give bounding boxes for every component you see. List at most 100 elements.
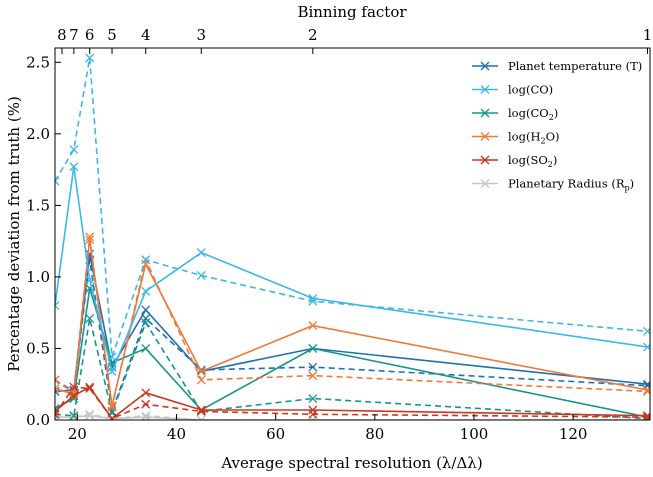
data-point-marker: [643, 411, 650, 420]
top-axis-title: Binning factor: [297, 3, 407, 21]
solid-series-line: [55, 166, 648, 374]
legend-label: log(CO2): [508, 106, 558, 122]
data-point-marker: [141, 286, 151, 296]
data-point-marker: [107, 366, 117, 376]
data-point-marker: [643, 385, 650, 395]
data-point-marker: [643, 326, 650, 336]
data-point-marker: [69, 145, 79, 155]
y-tick-label: 1.5: [26, 196, 50, 214]
data-point-marker: [308, 362, 318, 372]
data-point-marker: [55, 375, 60, 385]
legend-swatch-marker: [480, 61, 490, 71]
dashed-series-line: [55, 413, 648, 420]
top-tick-label: 1: [643, 26, 653, 44]
top-tick-label: 3: [196, 26, 206, 44]
data-point-marker: [308, 371, 318, 381]
y-tick-label: 0.5: [26, 339, 50, 357]
data-point-marker: [308, 344, 318, 353]
y-axis-title: Percentage deviation from truth (%): [5, 96, 23, 372]
top-tick-label: 5: [107, 26, 117, 44]
data-point-marker: [85, 384, 95, 393]
data-point-marker: [85, 409, 95, 419]
top-tick-label: 6: [85, 26, 95, 44]
y-tick-label: 2.0: [26, 125, 50, 143]
data-point-marker: [55, 409, 60, 419]
data-point-marker: [55, 406, 60, 416]
data-point-marker: [141, 255, 151, 265]
series-group: [55, 232, 650, 412]
y-tick-label: 0.0: [26, 411, 50, 429]
data-point-marker: [69, 382, 79, 392]
data-point-marker: [196, 405, 206, 415]
x-tick-label: 120: [559, 425, 588, 443]
series-group: [55, 409, 650, 420]
axis-ticks: 20 40 60 80 100 120 0.0 0.5 1.0 1.5 2.0 2.5 8 7 6 5 4 3 2 1: [26, 26, 652, 443]
data-point-marker: [196, 271, 206, 280]
data-point-marker: [141, 399, 151, 409]
data-point-marker: [141, 313, 151, 323]
data-point-marker: [308, 296, 318, 306]
data-point-marker: [85, 53, 95, 63]
data-point-marker: [107, 414, 117, 420]
x-tick-label: 40: [167, 425, 186, 443]
solid-series-line: [55, 386, 648, 420]
x-tick-label: 80: [365, 425, 384, 443]
dashed-series-line: [55, 386, 648, 420]
data-point-marker: [196, 375, 206, 385]
legend-label: log(CO): [508, 83, 553, 97]
x-tick-label: 20: [68, 425, 87, 443]
series-layer: [55, 53, 650, 420]
series-group: [55, 382, 650, 420]
dashed-series-line: [55, 259, 648, 412]
data-point-marker: [69, 162, 79, 172]
x-axis-title: Average spectral resolution (λ/Δλ): [220, 454, 482, 472]
solid-series-line: [55, 288, 648, 418]
data-point-marker: [196, 248, 206, 258]
data-point-marker: [308, 321, 318, 331]
data-point-marker: [141, 344, 151, 353]
data-point-marker: [107, 402, 117, 412]
data-point-marker: [69, 391, 79, 401]
legend-swatch-marker: [480, 155, 490, 165]
data-point-marker: [643, 342, 650, 352]
legend-label: Planetary Radius (Rp): [508, 177, 634, 193]
data-point-marker: [85, 411, 95, 420]
data-point-marker: [141, 318, 151, 328]
data-point-marker: [196, 406, 206, 416]
legend-label: log(H2O): [508, 130, 560, 146]
data-point-marker: [85, 232, 95, 242]
legend-swatch-marker: [480, 85, 490, 94]
dashed-series-line: [55, 57, 648, 358]
y-tick-label: 1.0: [26, 268, 50, 286]
y-tick-label: 2.5: [26, 53, 50, 71]
data-point-marker: [141, 388, 151, 398]
x-tick-label: 60: [266, 425, 285, 443]
top-tick-label: 2: [308, 26, 318, 44]
top-tick-label: 4: [141, 26, 151, 44]
data-point-marker: [196, 415, 206, 420]
legend-swatch-marker: [480, 132, 490, 141]
data-point-marker: [196, 366, 206, 376]
top-tick-label: 8: [57, 26, 67, 44]
legend: Planet temperature (T) log(CO) log(CO2) log…: [472, 59, 642, 193]
data-point-marker: [308, 394, 318, 403]
series-group: [55, 53, 650, 376]
data-point-marker: [141, 411, 151, 420]
data-point-marker: [85, 313, 95, 323]
data-point-marker: [308, 405, 318, 415]
data-point-marker: [308, 409, 318, 419]
data-point-marker: [55, 301, 60, 310]
x-tick-label: 100: [460, 425, 489, 443]
data-point-marker: [69, 411, 79, 420]
data-point-marker: [55, 176, 60, 186]
top-tick-label: 7: [69, 26, 79, 44]
data-point-marker: [85, 382, 95, 392]
legend-swatch-marker: [480, 179, 490, 188]
data-point-marker: [643, 386, 650, 396]
data-point-marker: [85, 275, 95, 285]
data-point-marker: [141, 305, 151, 315]
legend-label: log(SO2): [508, 153, 557, 169]
legend-swatch-marker: [480, 108, 490, 118]
